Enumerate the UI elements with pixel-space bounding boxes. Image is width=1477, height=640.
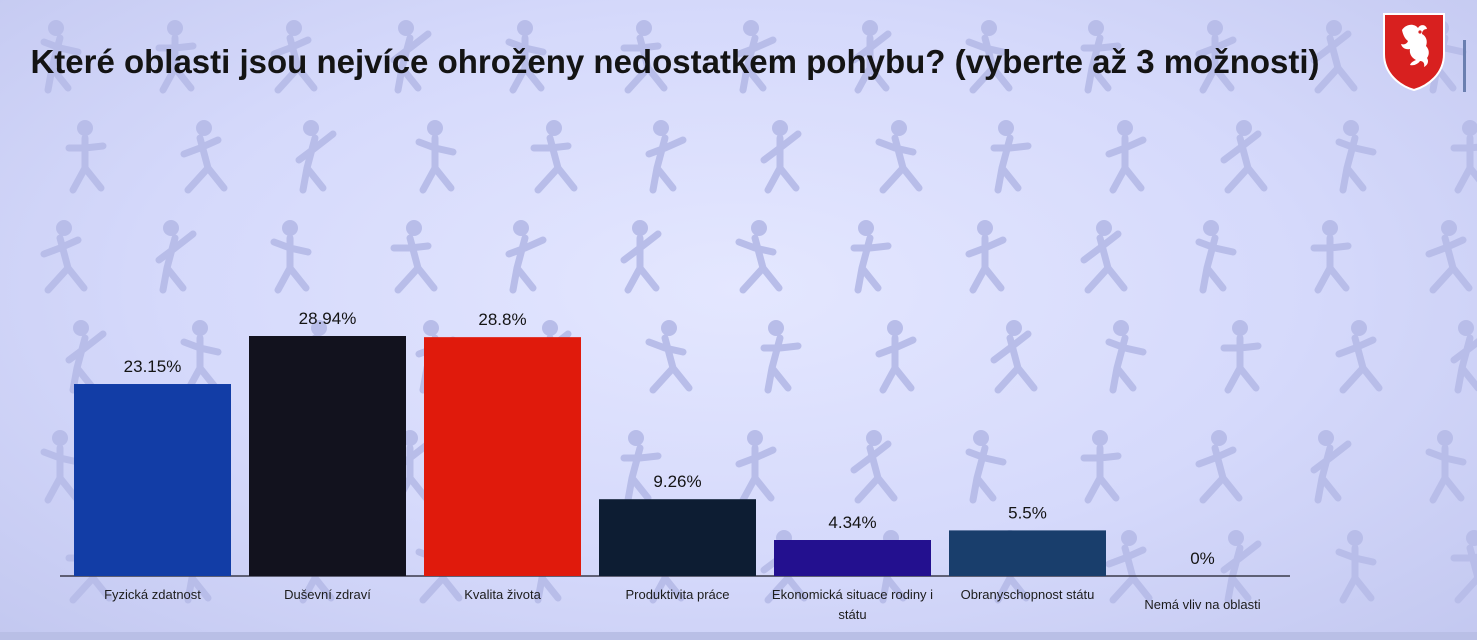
sport-pictogram-icon xyxy=(155,220,197,294)
sport-pictogram-icon xyxy=(1105,120,1147,194)
bar xyxy=(949,530,1106,576)
sport-pictogram-icon xyxy=(1080,430,1122,504)
sport-pictogram-icon xyxy=(1335,320,1383,394)
sport-pictogram-icon xyxy=(760,320,802,394)
czech-lion-emblem-icon xyxy=(1383,13,1445,92)
sport-pictogram-icon xyxy=(965,430,1007,504)
x-tick-label: Kvalita života xyxy=(464,587,541,602)
sport-pictogram-icon xyxy=(1220,530,1262,604)
sport-pictogram-icon xyxy=(390,20,432,94)
sport-pictogram-icon xyxy=(530,120,578,194)
bar xyxy=(599,499,756,576)
data-label: 28.94% xyxy=(299,309,357,328)
sport-pictogram-icon xyxy=(850,220,892,294)
sport-pictogram-icon xyxy=(645,120,687,194)
sport-pictogram-icon xyxy=(1450,120,1477,194)
bar xyxy=(424,337,581,576)
sport-pictogram-icon xyxy=(1310,20,1358,94)
sport-pictogram-icon xyxy=(390,220,438,294)
x-tick-label: Fyzická zdatnost xyxy=(104,587,201,602)
sport-pictogram-icon xyxy=(735,20,777,94)
sport-pictogram-icon xyxy=(620,20,668,94)
sport-pictogram-icon xyxy=(415,120,457,194)
sport-pictogram-icon xyxy=(965,20,1013,94)
sport-pictogram-icon xyxy=(1220,320,1262,394)
sport-pictogram-icon xyxy=(295,120,337,194)
sport-pictogram-icon xyxy=(645,320,693,394)
x-tick-label: Produktivita práce xyxy=(625,587,729,602)
sport-pictogram-icon xyxy=(760,120,802,194)
sport-pictogram-icon xyxy=(1450,530,1477,604)
sport-pictogram-icon xyxy=(735,220,783,294)
x-tick-label: Duševní zdraví xyxy=(284,587,371,602)
sport-pictogram-icon xyxy=(850,20,892,94)
sport-pictogram-icon xyxy=(875,320,917,394)
sport-pictogram-icon xyxy=(620,430,662,504)
sport-pictogram-icon xyxy=(180,120,228,194)
bar xyxy=(774,540,931,576)
data-label: 9.26% xyxy=(653,472,701,491)
sport-pictogram-icon xyxy=(990,120,1032,194)
data-label: 23.15% xyxy=(124,357,182,376)
sport-pictogram-icon xyxy=(1310,430,1352,504)
sport-pictogram-icon xyxy=(1080,20,1122,94)
bottom-strip xyxy=(0,632,1477,640)
sport-pictogram-icon xyxy=(1220,120,1268,194)
x-tick-label: Nemá vliv na oblasti xyxy=(1144,597,1260,612)
sport-pictogram-icon xyxy=(1195,20,1237,94)
sport-pictogram-icon xyxy=(1450,320,1477,394)
x-tick-label: Obranyschopnost státu xyxy=(961,587,1095,602)
sport-pictogram-icon xyxy=(1425,430,1467,504)
sport-pictogram-icon xyxy=(965,220,1007,294)
sport-pictogram-icon xyxy=(1335,120,1377,194)
sport-pictogram-icon xyxy=(1335,530,1377,604)
sport-pictogram-icon xyxy=(505,20,547,94)
data-label: 5.5% xyxy=(1008,503,1047,522)
sport-pictogram-icon xyxy=(875,120,923,194)
sport-pictogram-icon xyxy=(40,220,88,294)
x-tick-label: Ekonomická situace rodiny i státu xyxy=(772,587,933,622)
sport-pictogram-icon xyxy=(65,320,107,394)
sport-pictogram-icon xyxy=(1080,220,1128,294)
data-label: 4.34% xyxy=(828,513,876,532)
sport-pictogram-icon xyxy=(65,120,107,194)
sport-pictogram-icon xyxy=(270,220,312,294)
sport-pictogram-icon xyxy=(155,20,197,94)
sport-pictogram-icon xyxy=(270,20,318,94)
sport-pictogram-icon xyxy=(40,20,82,94)
sport-pictogram-icon xyxy=(850,430,898,504)
sport-pictogram-icon xyxy=(1105,320,1147,394)
sport-pictogram-icon xyxy=(990,320,1038,394)
sport-pictogram-icon xyxy=(1195,220,1237,294)
sport-pictogram-icon xyxy=(40,430,82,504)
sport-pictogram-icon xyxy=(1425,220,1473,294)
data-label: 0% xyxy=(1190,549,1215,568)
sport-pictogram-icon xyxy=(1310,220,1352,294)
slide-edge-line xyxy=(1463,40,1466,92)
sport-pictogram-icon xyxy=(735,430,777,504)
sport-pictogram-icon xyxy=(1105,530,1153,604)
bar xyxy=(249,336,406,576)
sport-pictogram-icon xyxy=(505,220,547,294)
sport-pictogram-icon xyxy=(1195,430,1243,504)
bar xyxy=(74,384,231,576)
sport-pictogram-icon xyxy=(620,220,662,294)
sport-pictogram-icon xyxy=(180,320,222,394)
chart-title: Které oblasti jsou nejvíce ohroženy nedo… xyxy=(30,43,1320,80)
data-label: 28.8% xyxy=(478,310,526,329)
